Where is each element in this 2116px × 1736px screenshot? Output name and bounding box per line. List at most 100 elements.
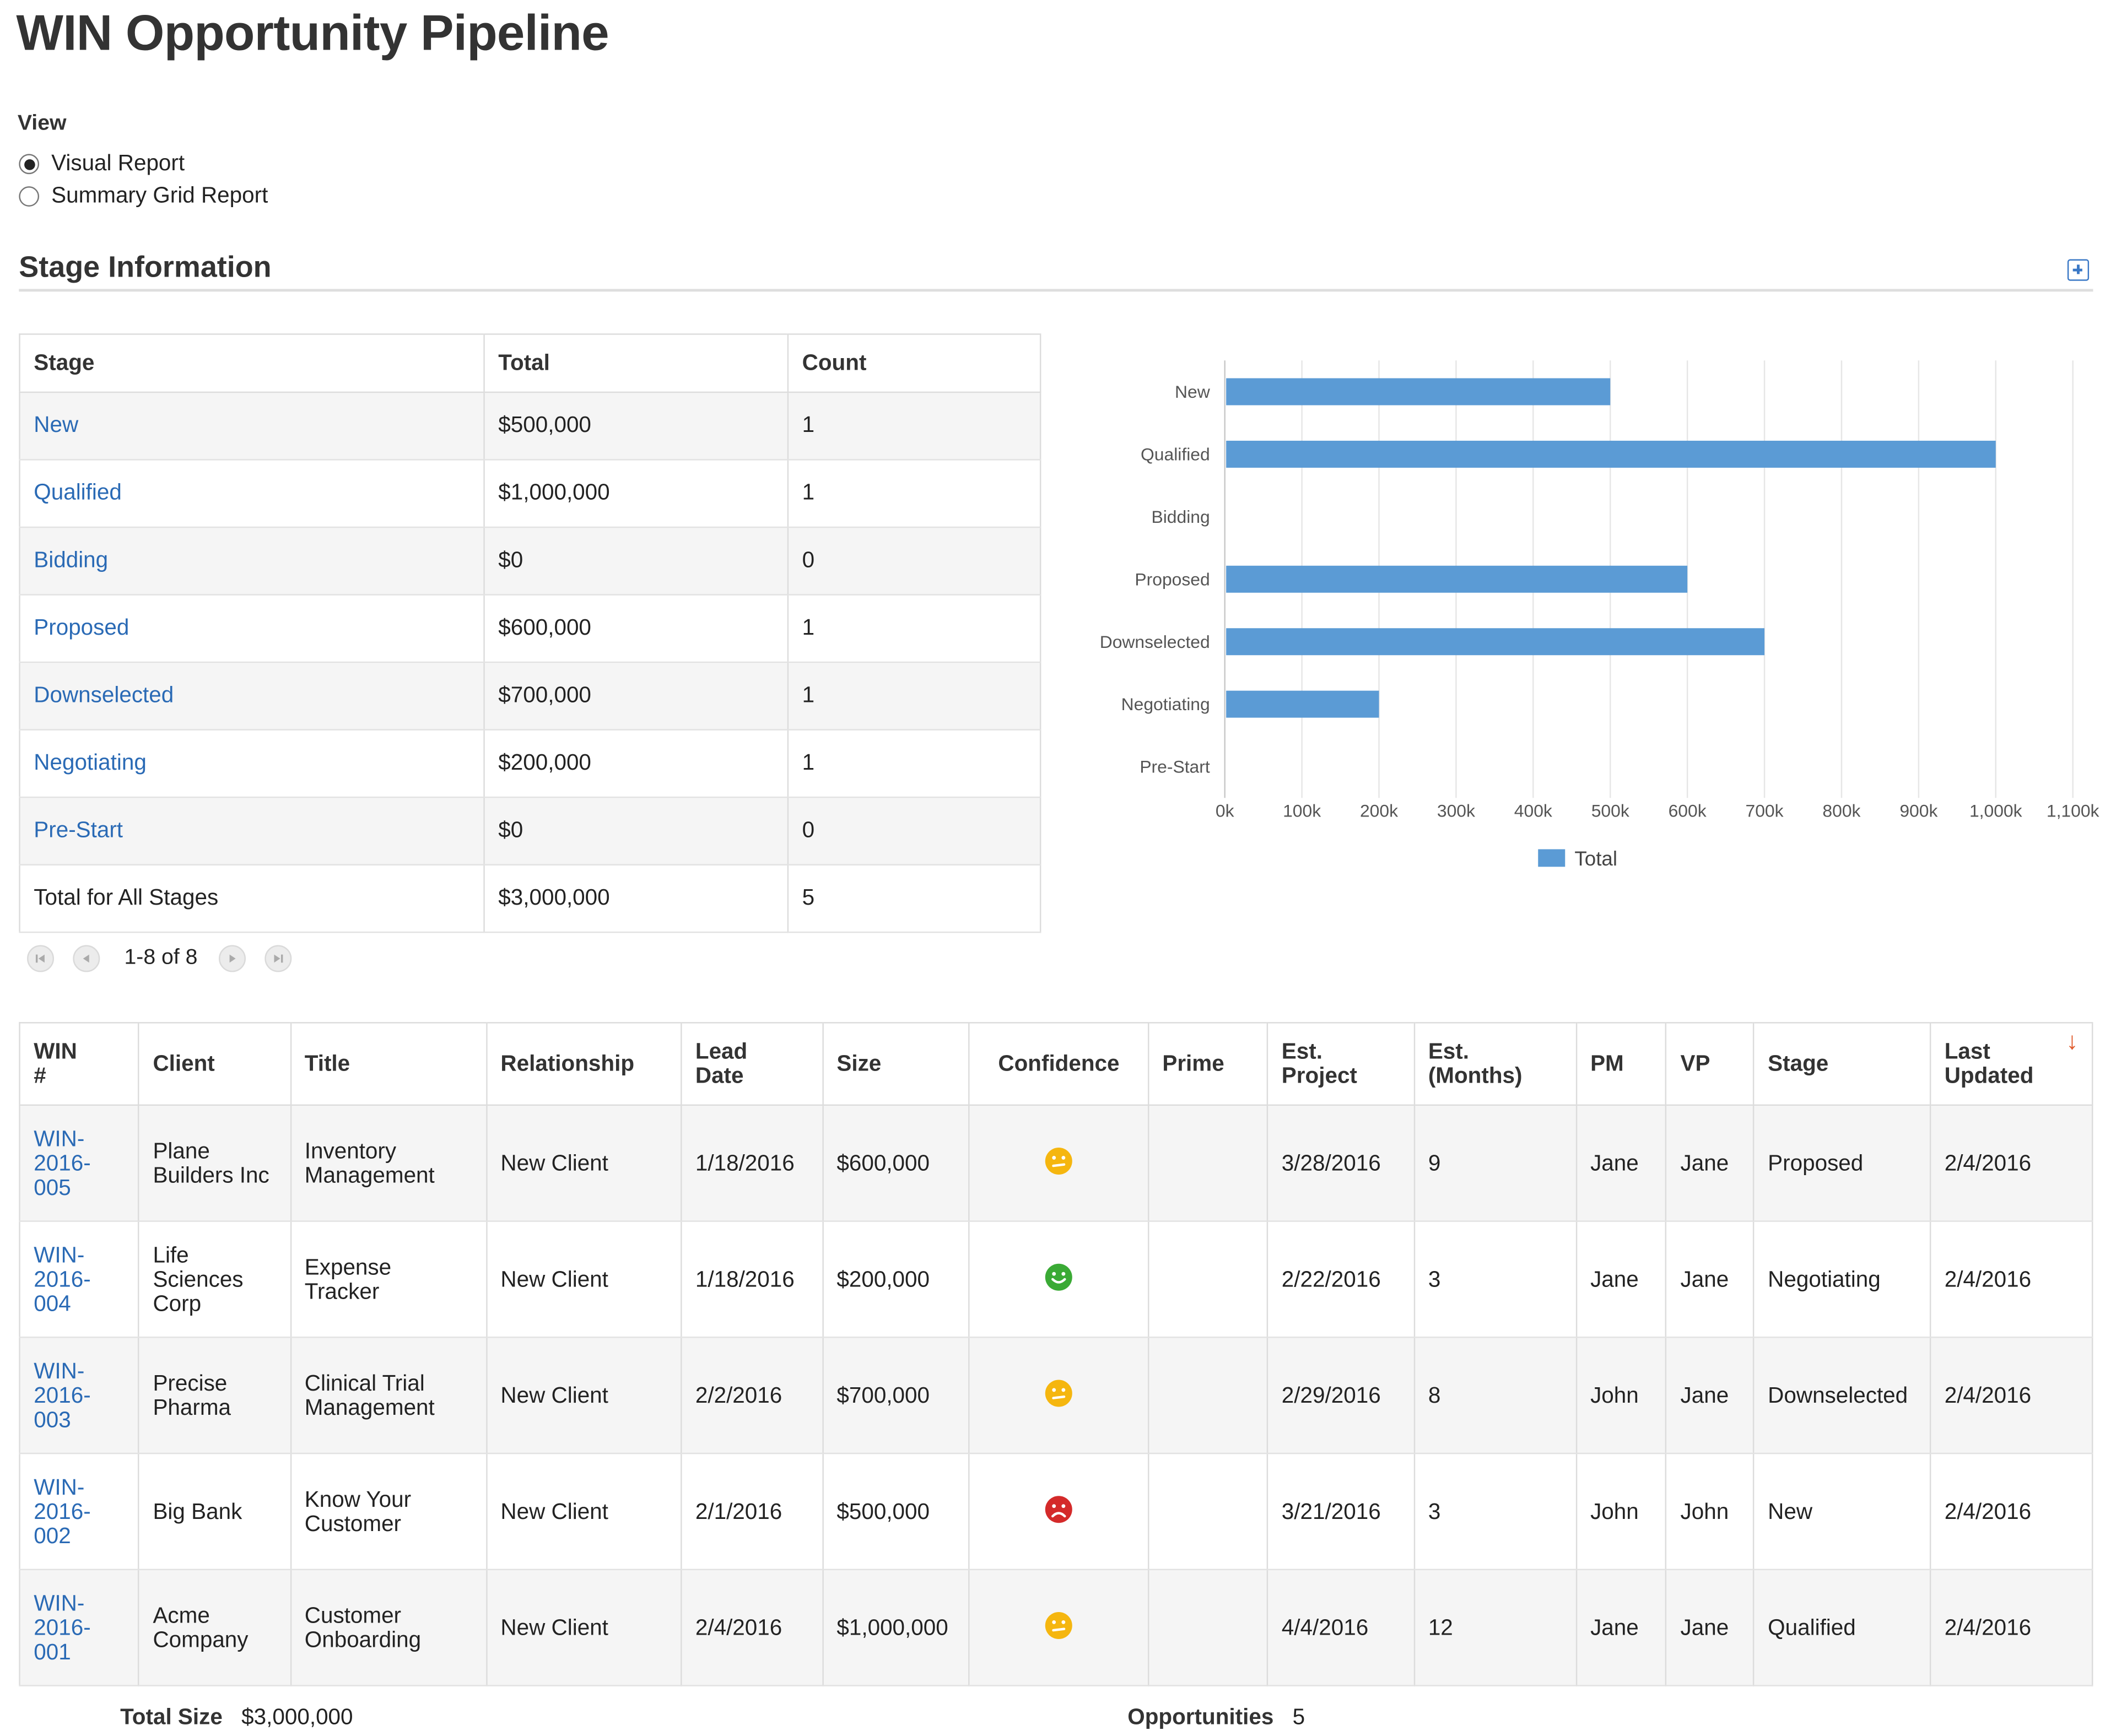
win-link[interactable]: WIN- 2016- 005: [34, 1127, 90, 1199]
pm-cell: Jane: [1576, 1221, 1667, 1338]
vp-cell: John: [1666, 1453, 1755, 1571]
win-link[interactable]: WIN- 2016- 002: [34, 1475, 90, 1548]
win-link-line: 003: [34, 1407, 71, 1432]
stage-cell: Negotiating: [19, 729, 485, 798]
radio-button[interactable]: [19, 186, 40, 207]
stage-link[interactable]: Bidding: [34, 548, 109, 573]
stage-cell: Qualified: [1753, 1569, 1931, 1686]
radio-button-selected[interactable]: [19, 154, 40, 175]
win-cell: WIN- 2016- 002: [19, 1453, 139, 1571]
last-page-icon[interactable]: [264, 945, 292, 972]
vp-cell: Jane: [1666, 1569, 1755, 1686]
grid-column-header[interactable]: Est. Project: [1267, 1023, 1415, 1106]
stage-link[interactable]: Negotiating: [34, 750, 147, 775]
stage-table-row: Qualified $1,000,000 1: [19, 459, 1041, 528]
bar-negotiating[interactable]: [1226, 690, 1379, 718]
grid-column-header[interactable]: VP: [1666, 1023, 1755, 1106]
header-line: Project: [1281, 1064, 1357, 1089]
grid-column-header[interactable]: Est. (Months): [1414, 1023, 1577, 1106]
x-tick-label: 600k: [1669, 801, 1707, 821]
x-tick-label: 100k: [1283, 801, 1321, 821]
stage-cell: Qualified: [19, 459, 485, 528]
view-option-summary-grid-report[interactable]: Summary Grid Report: [19, 183, 268, 209]
win-cell: WIN- 2016- 001: [19, 1569, 139, 1686]
last-updated-cell: 2/4/2016: [1930, 1453, 2093, 1571]
stage-count-cell: 1: [787, 662, 1041, 731]
title-cell: Customer Onboarding: [290, 1569, 487, 1686]
bar-new[interactable]: [1226, 378, 1611, 405]
grid-column-header[interactable]: Stage: [1753, 1023, 1931, 1106]
last-updated-cell: 2/4/2016: [1930, 1221, 2093, 1338]
win-link[interactable]: WIN- 2016- 003: [34, 1359, 90, 1432]
stage-total-cell: $0: [484, 797, 789, 866]
grid-column-header[interactable]: Prime: [1148, 1023, 1268, 1106]
header-line: Updated: [1944, 1064, 2034, 1089]
win-link[interactable]: WIN- 2016- 004: [34, 1243, 90, 1316]
est-months-cell: 12: [1414, 1569, 1577, 1686]
stage-cell: New: [19, 392, 485, 461]
win-cell: WIN- 2016- 005: [19, 1105, 139, 1222]
win-link-line: WIN-: [34, 1127, 85, 1151]
stage-link[interactable]: Downselected: [34, 683, 174, 708]
x-tick-label: 700k: [1746, 801, 1784, 821]
stage-link[interactable]: New: [34, 413, 79, 437]
plus-square-icon[interactable]: [2067, 259, 2090, 281]
grid-column-header[interactable]: Lead Date: [681, 1023, 823, 1106]
grid-column-header[interactable]: Relationship: [486, 1023, 682, 1106]
x-tick-label: 300k: [1437, 801, 1475, 821]
total-count-cell: 5: [787, 864, 1041, 933]
stage-total-cell: $200,000: [484, 729, 789, 798]
stage-total-cell: $600,000: [484, 594, 789, 663]
grid-column-header[interactable]: Client: [138, 1023, 292, 1106]
column-header[interactable]: Count: [787, 334, 1041, 393]
next-page-icon[interactable]: [219, 945, 246, 972]
title-line: Tracker: [304, 1279, 380, 1304]
bar-downselected[interactable]: [1226, 628, 1765, 656]
opportunity-row: WIN- 2016- 003 Precise Pharma Clinical Trial M…: [19, 1337, 2093, 1454]
size-cell: $1,000,000: [822, 1569, 970, 1686]
stage-link[interactable]: Qualified: [34, 480, 122, 505]
pm-cell: Jane: [1576, 1105, 1667, 1222]
opportunity-row: WIN- 2016- 004 Life Sciences Corp Expense Track…: [19, 1221, 2093, 1338]
legend-label[interactable]: Total: [1574, 847, 1617, 870]
win-link[interactable]: WIN- 2016- 001: [34, 1591, 90, 1664]
bar-proposed[interactable]: [1226, 565, 1688, 593]
header-line: Size: [836, 1052, 882, 1077]
total-size-value: $3,000,000: [241, 1705, 353, 1730]
section-divider: [19, 289, 2093, 292]
stage-table-row: Pre-Start $0 0: [19, 797, 1041, 866]
confidence-cell: [969, 1105, 1149, 1222]
header-line: Prime: [1162, 1052, 1224, 1077]
bar-qualified[interactable]: [1226, 440, 1996, 468]
title-line: Expense: [304, 1254, 392, 1279]
x-tick-label: 1,000k: [1969, 801, 2022, 821]
previous-page-icon[interactable]: [73, 945, 100, 972]
stage-link[interactable]: Proposed: [34, 615, 129, 640]
view-option-visual-report[interactable]: Visual Report: [19, 151, 185, 177]
grid-column-header[interactable]: ↓ Last Updated: [1930, 1023, 2093, 1106]
win-link-line: 004: [34, 1291, 71, 1316]
first-page-icon[interactable]: [27, 945, 55, 972]
title-line: Clinical Trial: [304, 1371, 425, 1396]
column-header[interactable]: Total: [484, 334, 789, 393]
column-header[interactable]: Stage: [19, 334, 485, 393]
grid-column-header[interactable]: PM: [1576, 1023, 1667, 1106]
client-line: Corp: [153, 1291, 202, 1316]
client-line: Precise: [153, 1371, 228, 1396]
grid-column-header[interactable]: Confidence: [969, 1023, 1149, 1106]
y-category-label: Qualified: [1141, 444, 1210, 464]
win-cell: WIN- 2016- 004: [19, 1221, 139, 1338]
grid-column-header[interactable]: WIN #: [19, 1023, 139, 1106]
client-line: Plane: [153, 1139, 210, 1164]
grid-column-header[interactable]: Size: [822, 1023, 970, 1106]
stage-link[interactable]: Pre-Start: [34, 818, 123, 843]
pm-cell: John: [1576, 1453, 1667, 1571]
header-line: #: [34, 1064, 46, 1089]
header-line: Relationship: [500, 1052, 635, 1077]
legend-swatch[interactable]: [1538, 849, 1566, 867]
y-category-label: Downselected: [1100, 632, 1210, 652]
header-line: Title: [304, 1052, 350, 1077]
sort-descending-icon[interactable]: ↓: [2066, 1027, 2079, 1054]
grid-column-header[interactable]: Title: [290, 1023, 487, 1106]
header-line: Est.: [1428, 1039, 1469, 1064]
